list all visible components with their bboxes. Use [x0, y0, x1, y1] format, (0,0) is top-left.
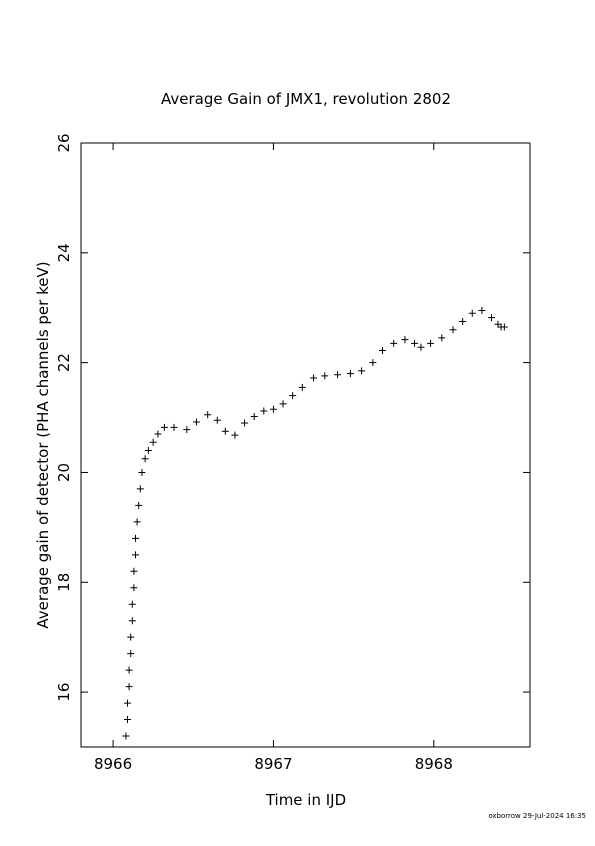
point [170, 423, 178, 431]
point [369, 359, 377, 367]
point [241, 419, 249, 427]
y-tick-label: 16 [55, 683, 73, 702]
x-axis-label: Time in IJD [265, 791, 346, 809]
point [124, 716, 132, 724]
point [231, 431, 239, 439]
point [417, 343, 425, 351]
y-tick-label: 22 [55, 353, 73, 372]
point [141, 455, 149, 463]
point [213, 416, 221, 424]
point [132, 534, 140, 542]
point [478, 306, 486, 314]
point [468, 309, 476, 317]
point [128, 600, 136, 608]
y-tick-label: 26 [55, 133, 73, 152]
y-tick-label: 20 [55, 463, 73, 482]
point [500, 323, 508, 331]
point [390, 339, 398, 347]
point [289, 392, 297, 400]
point [401, 336, 409, 344]
point [427, 339, 435, 347]
x-tick-label: 8966 [94, 755, 132, 773]
point [221, 427, 229, 435]
point [459, 317, 467, 325]
point [132, 551, 140, 559]
point [378, 347, 386, 355]
point [250, 412, 258, 420]
point [260, 407, 268, 415]
point [488, 314, 496, 322]
point [154, 430, 162, 438]
point [149, 438, 157, 446]
x-tick-label: 8968 [415, 755, 453, 773]
point [183, 426, 191, 434]
point [310, 374, 318, 382]
point [125, 683, 133, 691]
point [136, 485, 144, 493]
y-tick-label: 24 [55, 243, 73, 262]
point [160, 423, 168, 431]
point [124, 699, 132, 707]
point [449, 326, 457, 334]
point [269, 405, 277, 413]
point [334, 371, 342, 379]
point [204, 411, 212, 419]
point [128, 617, 136, 625]
point [130, 584, 138, 592]
point [130, 567, 138, 575]
point [192, 418, 200, 426]
point [411, 339, 419, 347]
point [127, 650, 135, 658]
point [438, 334, 446, 342]
plot-frame [80, 142, 531, 748]
footer: oxborrow 29-Jul-2024 16:35 [488, 812, 586, 820]
y-tick-label: 18 [55, 573, 73, 592]
chart-title: Average Gain of JMX1, revolution 2802 [161, 90, 451, 108]
point [144, 446, 152, 454]
x-tick-label: 8967 [254, 755, 292, 773]
y-axis-label: Average gain of detector (PHA channels p… [34, 261, 52, 628]
point [138, 468, 146, 476]
point [358, 367, 366, 375]
point [127, 633, 135, 641]
point [133, 518, 141, 526]
point [279, 400, 287, 408]
point [125, 666, 133, 674]
point [321, 372, 329, 380]
point [135, 501, 143, 509]
point [122, 732, 130, 740]
point [346, 370, 354, 378]
point [298, 383, 306, 391]
